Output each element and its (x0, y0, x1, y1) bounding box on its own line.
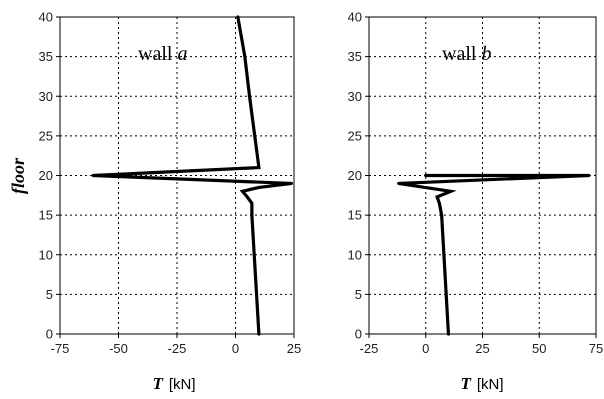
data-point (424, 174, 428, 177)
y-tick-label: 40 (348, 10, 362, 25)
x-tick-label: -50 (109, 341, 128, 356)
panel-b-annotation-prefix: wall (442, 43, 481, 65)
data-point (252, 253, 256, 257)
x-tick-label: 50 (532, 341, 546, 356)
panel-b-x-axis-symbol: T (460, 374, 471, 393)
y-tick-label: 15 (39, 208, 53, 223)
x-tick-label: -75 (51, 341, 70, 356)
data-point (449, 189, 453, 193)
y-tick-label: 20 (348, 168, 362, 183)
y-tick-label: 15 (348, 208, 362, 223)
y-tick-label: 5 (355, 287, 362, 302)
data-point (91, 174, 95, 177)
x-tick-label: 25 (287, 341, 301, 356)
panel-a-x-axis-symbol: T (152, 374, 163, 393)
y-tick-label: 35 (348, 49, 362, 64)
y-tick-label: 10 (348, 247, 362, 262)
y-axis-label: floor (8, 157, 28, 194)
panel-b-annotation-letter: b (481, 43, 491, 65)
panel-a-ticks: 0 5 10 15 20 25 30 35 40 -75 -50 -25 0 25 (39, 10, 302, 357)
x-tick-label: 75 (589, 341, 603, 356)
data-point (290, 182, 294, 185)
panel-a-annotation: wall a (138, 43, 187, 65)
panel-a-x-axis-label: T [kN] (152, 374, 195, 393)
panel-b-annotation: wall b (442, 43, 491, 65)
data-point (435, 195, 439, 199)
x-tick-label: 25 (475, 341, 489, 356)
y-tick-label: 10 (39, 247, 53, 262)
panel-b-x-axis-unit: [kN] (477, 376, 504, 393)
y-tick-label: 5 (46, 287, 53, 302)
panel-a-x-axis-unit: [kN] (169, 376, 196, 393)
data-point (250, 213, 254, 217)
data-point (257, 332, 261, 336)
data-point (250, 201, 254, 205)
x-tick-label: 0 (422, 341, 429, 356)
data-point (397, 182, 400, 185)
data-point (257, 166, 261, 169)
y-tick-label: 30 (348, 89, 362, 104)
data-point (447, 332, 450, 336)
panel-b-series-line (398, 173, 590, 336)
panel-a-points (91, 15, 294, 336)
data-point (255, 292, 258, 296)
data-point (444, 292, 448, 296)
data-point (241, 189, 244, 193)
data-point (587, 174, 591, 177)
data-point (442, 253, 446, 257)
y-tick-label: 35 (39, 49, 53, 64)
y-tick-label: 25 (39, 128, 53, 143)
x-tick-label: -25 (168, 341, 187, 356)
data-point (243, 55, 247, 59)
y-tick-label: 20 (39, 168, 53, 183)
data-point (437, 201, 441, 205)
y-tick-label: 40 (39, 10, 53, 25)
panel-a-series-line (92, 15, 292, 336)
x-tick-label: -25 (360, 341, 379, 356)
y-tick-label: 25 (348, 128, 362, 143)
panel-a-annotation-letter: a (177, 43, 187, 65)
data-point (440, 213, 444, 217)
data-point (248, 94, 251, 98)
y-tick-label: 30 (39, 89, 53, 104)
panel-a-annotation-prefix: wall (138, 43, 177, 65)
x-tick-label: 0 (232, 341, 239, 356)
y-tick-label: 0 (355, 327, 362, 342)
data-point (257, 185, 261, 189)
panel-b-points (397, 174, 591, 336)
data-point (245, 195, 249, 199)
data-point (236, 15, 240, 19)
chart-panel-wall-a: 0 5 10 15 20 25 30 35 40 -75 -50 -25 0 25 wall a T [kN… (8, 10, 301, 394)
y-tick-label: 0 (46, 327, 53, 342)
panel-b-x-axis-label: T [kN] (460, 374, 503, 393)
